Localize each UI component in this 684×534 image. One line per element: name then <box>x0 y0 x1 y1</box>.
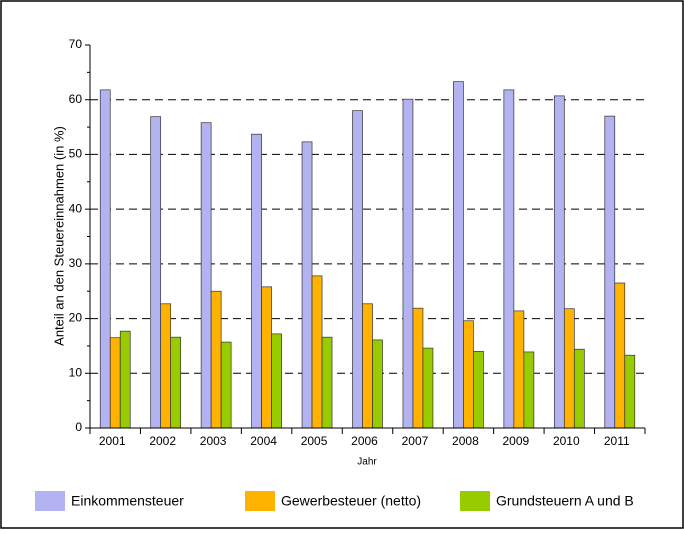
x-tick-label: 2005 <box>301 434 328 448</box>
x-tick-label: 2004 <box>250 434 277 448</box>
x-tick-label: 2009 <box>503 434 530 448</box>
x-tick-label: 2003 <box>200 434 227 448</box>
bar <box>119 330 131 429</box>
bar <box>220 341 232 429</box>
bar <box>271 333 282 429</box>
bar <box>261 286 272 429</box>
bar <box>503 89 515 429</box>
bar <box>573 348 585 429</box>
bar <box>422 347 434 429</box>
legend-swatch <box>460 491 490 511</box>
bar <box>251 133 262 429</box>
bar <box>150 116 162 429</box>
bar <box>604 115 616 429</box>
bar <box>210 290 222 429</box>
x-tick-label: 2001 <box>99 434 126 448</box>
x-axis-label: Jahr <box>357 457 377 468</box>
bar <box>372 339 383 429</box>
bar <box>624 354 636 429</box>
x-tick-label: 2008 <box>452 434 479 448</box>
bar <box>352 110 363 429</box>
y-tick-label: 20 <box>69 311 83 325</box>
x-tick-label: 2006 <box>351 434 378 448</box>
bar <box>160 303 172 429</box>
bar <box>170 336 182 429</box>
y-axis-label: Anteil an den Steuereinnahmen (in %) <box>51 126 66 346</box>
y-tick-label: 60 <box>69 92 83 106</box>
bar <box>453 81 464 429</box>
y-tick-label: 40 <box>69 201 83 215</box>
bar <box>412 307 424 429</box>
bar <box>513 310 525 429</box>
y-tick-label: 30 <box>69 256 83 270</box>
bar <box>473 351 484 429</box>
bar <box>563 308 575 429</box>
bar <box>553 95 565 429</box>
bar <box>463 320 474 429</box>
bar <box>362 303 373 429</box>
bar <box>200 122 212 429</box>
x-tick-label: 2010 <box>553 434 580 448</box>
bar <box>301 141 313 429</box>
bar <box>321 336 333 429</box>
legend-swatch <box>35 491 65 511</box>
legend-label: Gewerbesteuer (netto) <box>281 493 421 509</box>
bar <box>311 275 323 429</box>
y-tick-label: 70 <box>69 37 83 51</box>
x-tick-label: 2002 <box>149 434 176 448</box>
bar <box>109 337 121 429</box>
bar <box>99 89 111 429</box>
legend-swatch <box>245 491 275 511</box>
legend-label: Einkommensteuer <box>71 493 184 509</box>
bar <box>523 351 535 429</box>
legend-label: Grundsteuern A und B <box>496 493 634 509</box>
x-tick-label: 2011 <box>604 434 630 448</box>
y-tick-label: 0 <box>75 420 82 434</box>
y-tick-label: 50 <box>69 147 83 161</box>
y-tick-label: 10 <box>69 365 83 379</box>
bar <box>614 282 626 429</box>
x-tick-label: 2007 <box>402 434 429 448</box>
bar <box>402 98 414 429</box>
